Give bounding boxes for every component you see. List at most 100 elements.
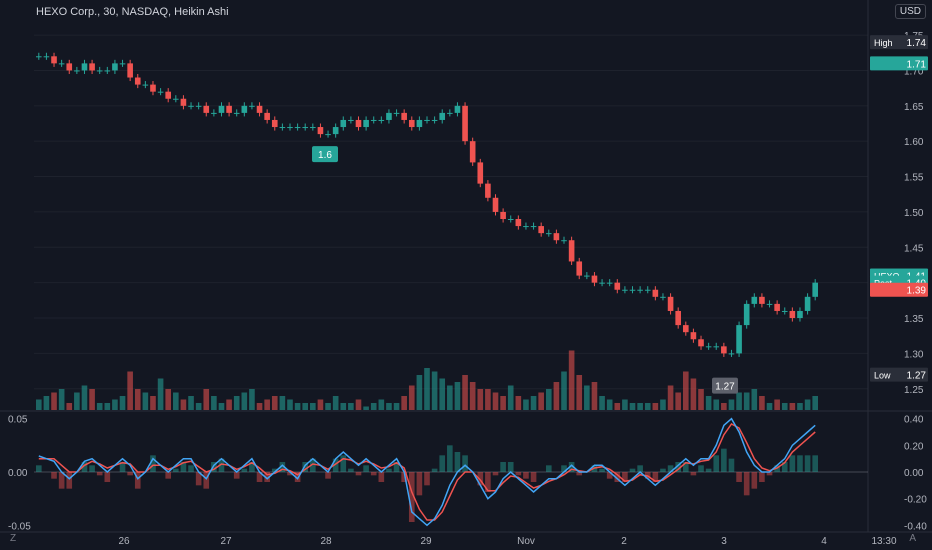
volume-bar [211, 396, 217, 410]
osc-left-tick-label: 0.00 [8, 468, 28, 479]
candle-body [424, 119, 430, 121]
auto-scale-button[interactable]: A [909, 533, 916, 544]
candle-body [249, 105, 255, 107]
candle-body [180, 98, 187, 106]
candle-body [545, 233, 552, 235]
candle-body [119, 63, 126, 65]
volume-bar [507, 385, 514, 410]
volume-bar [416, 375, 423, 410]
volume-bar [66, 403, 73, 410]
histogram-bar [104, 472, 111, 482]
histogram-bar [652, 472, 659, 482]
candle-body [173, 98, 179, 100]
histogram-bar [393, 462, 400, 472]
volume-bar [363, 406, 369, 410]
volume-bar [660, 399, 666, 410]
candle-body [195, 105, 202, 107]
candle-body [721, 346, 727, 354]
candle-body [591, 275, 598, 283]
histogram-bar [378, 472, 385, 482]
histogram-bar [705, 468, 712, 472]
candle-body [629, 289, 636, 291]
volume-bar [249, 389, 255, 410]
candle-body [157, 91, 164, 93]
volume-bar [142, 392, 149, 410]
price-label-name: High [874, 38, 893, 48]
price-tick-label: 1.45 [904, 243, 924, 254]
volume-bar [743, 392, 750, 410]
histogram-bar [637, 465, 643, 472]
candle-body [393, 112, 400, 114]
volume-bar [264, 399, 270, 410]
annotation-badge [712, 377, 738, 394]
osc-left-tick-label: -0.05 [8, 521, 31, 532]
candle-body [127, 63, 133, 78]
histogram-bar [530, 472, 537, 482]
time-tick-label: 28 [320, 536, 332, 547]
histogram-bar [766, 472, 773, 476]
candle-body [477, 162, 484, 184]
candle-body [812, 282, 818, 297]
histogram-bar [180, 462, 187, 472]
candle-body [325, 134, 331, 136]
volume-bar [104, 403, 111, 410]
volume-bar [538, 392, 544, 410]
volume-bar [652, 403, 659, 410]
histogram-bar [439, 455, 446, 472]
volume-bar [462, 375, 468, 410]
candle-body [705, 346, 712, 348]
volume-bar [157, 378, 164, 410]
price-tick-label: 1.55 [904, 173, 924, 184]
histogram-bar [682, 462, 689, 472]
candle-body [89, 63, 95, 71]
price-label-value: 1.39 [907, 286, 927, 297]
histogram-bar [515, 472, 522, 476]
candle-body [698, 339, 704, 347]
volume-bar [736, 392, 742, 410]
histogram-bar [690, 472, 697, 476]
candle-body [568, 240, 575, 262]
zoom-toggle-button[interactable]: Z [10, 533, 17, 544]
histogram-bar [287, 472, 293, 476]
histogram-bar [332, 458, 339, 472]
candle-body [355, 119, 362, 128]
candle-body [310, 127, 316, 129]
volume-bar [408, 385, 415, 410]
price-tick-label: 1.65 [904, 102, 924, 113]
volume-bar [675, 392, 681, 410]
candle-body [378, 119, 385, 121]
currency-button[interactable]: USD [894, 4, 926, 19]
histogram-bar [523, 472, 529, 479]
candle-body [682, 325, 689, 333]
osc-right-tick-label: -0.20 [904, 495, 927, 506]
price-tick-label: 1.25 [904, 385, 924, 396]
volume-bar [591, 382, 598, 410]
histogram-bar [302, 462, 309, 472]
time-tick-label: 29 [420, 536, 432, 547]
volume-bar [279, 396, 286, 410]
histogram-bar [614, 472, 621, 482]
histogram-bar [545, 465, 552, 472]
candle-body [439, 112, 446, 120]
histogram-bar [310, 458, 316, 472]
volume-bar [112, 399, 118, 410]
candle-body [66, 63, 73, 71]
histogram-bar [698, 465, 704, 472]
candle-body [637, 289, 643, 291]
volume-bar [431, 371, 438, 410]
time-tick-label: Nov [517, 536, 535, 547]
volume-bar [561, 371, 567, 410]
time-tick-label: 2 [621, 536, 627, 547]
price-tick-label: 1.60 [904, 137, 924, 148]
candle-body [134, 77, 141, 85]
volume-bar [622, 399, 628, 410]
candle-body [370, 119, 377, 121]
histogram-bar [629, 468, 636, 472]
candle-body [622, 289, 628, 291]
candle-body [469, 141, 476, 163]
histogram-bar [249, 462, 255, 472]
volume-bar [378, 399, 385, 410]
volume-bar [241, 392, 248, 410]
volume-bar [271, 396, 278, 410]
